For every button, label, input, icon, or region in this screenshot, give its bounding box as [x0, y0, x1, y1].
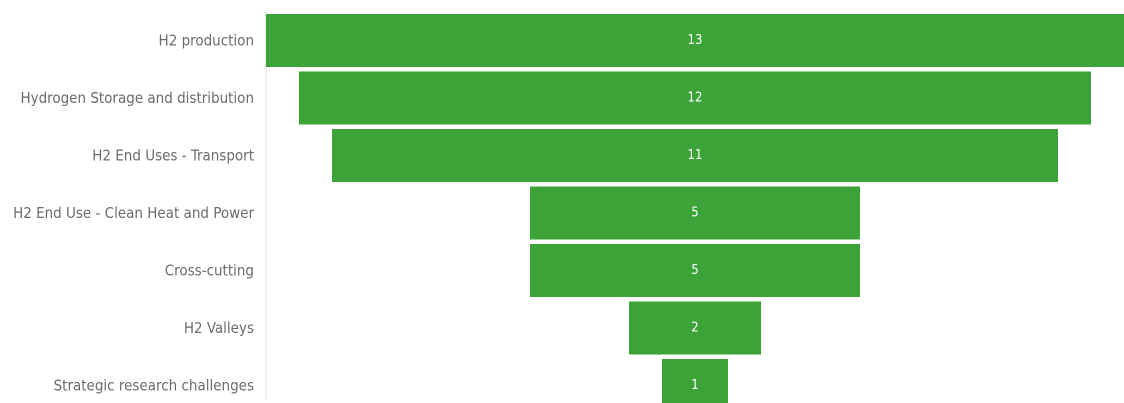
value-label: 5	[691, 206, 698, 221]
funnel-bar	[629, 301, 761, 355]
value-label: 1	[691, 378, 698, 393]
value-label: 5	[691, 263, 698, 278]
funnel-bar	[332, 129, 1058, 182]
category-label: H2 Valleys	[184, 319, 254, 337]
funnel-bar	[299, 71, 1091, 125]
category-label: H2 production	[159, 32, 254, 50]
category-label: Hydrogen Storage and distribution	[20, 89, 254, 107]
value-label: 13	[688, 33, 703, 48]
category-label: H2 End Uses - Transport	[92, 147, 254, 165]
category-label: Cross-cutting	[165, 262, 254, 280]
funnel-bar	[266, 14, 1124, 67]
value-label: 12	[688, 91, 703, 106]
funnel-bar	[530, 186, 860, 240]
value-label: 11	[688, 148, 703, 163]
value-label: 2	[691, 321, 698, 336]
bars-layer	[266, 14, 1124, 403]
funnel-bar	[530, 244, 860, 297]
category-label: Strategic research challenges	[54, 377, 254, 395]
category-label: H2 End Use - Clean Heat and Power	[13, 204, 254, 222]
funnel-bar	[662, 359, 728, 403]
category-labels: H2 production Hydrogen Storage and distri…	[13, 32, 254, 395]
value-labels: 13 12 11 5 5 2 1	[688, 33, 703, 393]
